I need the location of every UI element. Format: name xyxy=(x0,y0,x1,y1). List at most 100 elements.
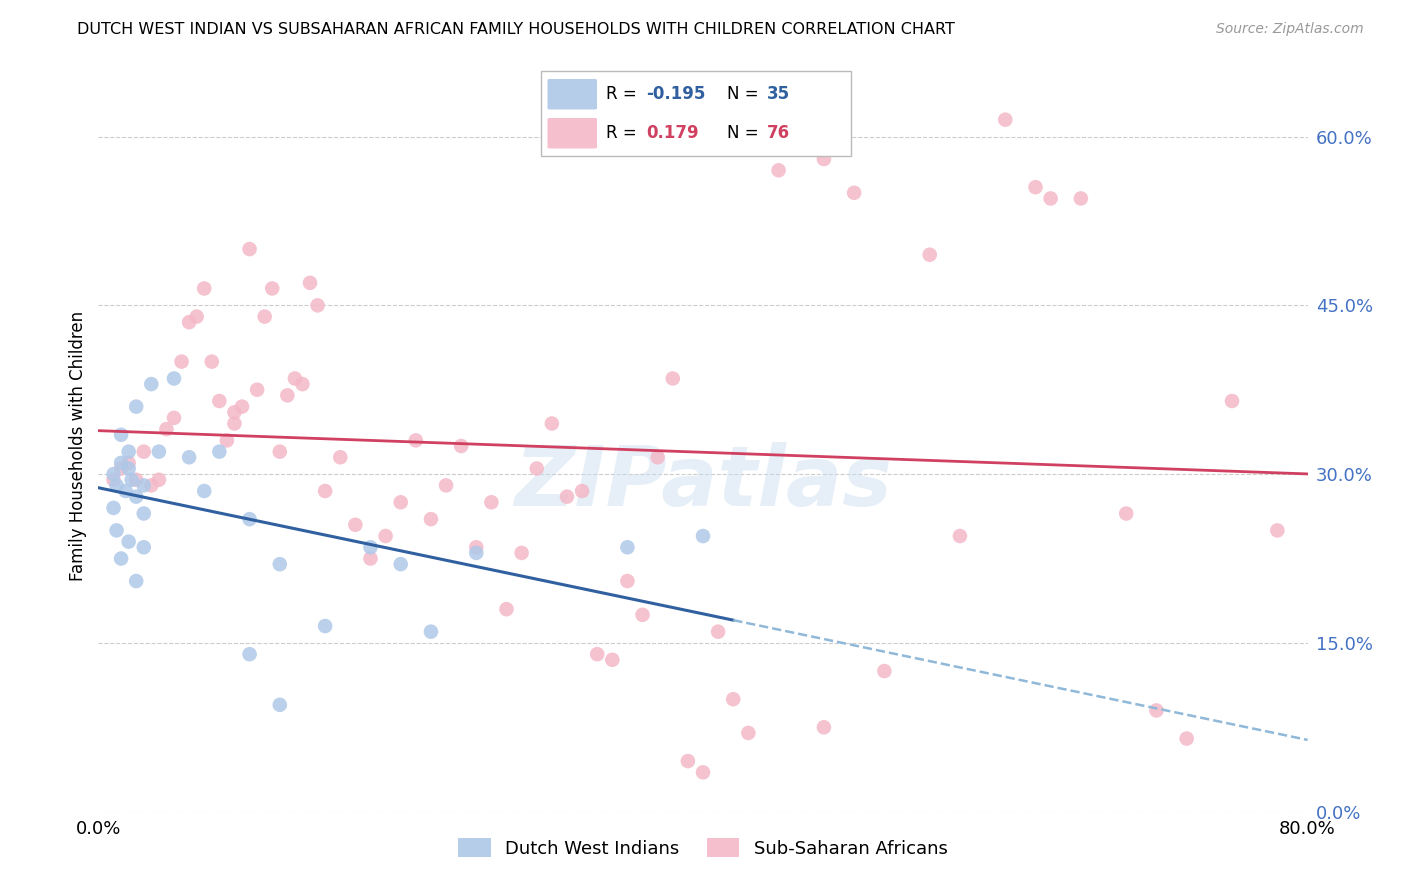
Point xyxy=(692,529,714,543)
Point xyxy=(208,394,231,409)
Point xyxy=(1220,394,1243,409)
Point xyxy=(420,512,443,526)
Text: DUTCH WEST INDIAN VS SUBSAHARAN AFRICAN FAMILY HOUSEHOLDS WITH CHILDREN CORRELAT: DUTCH WEST INDIAN VS SUBSAHARAN AFRICAN … xyxy=(77,22,955,37)
Point xyxy=(314,619,336,633)
Point xyxy=(307,298,329,312)
Point xyxy=(360,551,382,566)
Point xyxy=(540,417,562,431)
Point xyxy=(723,692,745,706)
Point xyxy=(602,653,624,667)
Point xyxy=(163,371,186,385)
Point xyxy=(555,490,578,504)
Point xyxy=(179,315,201,329)
Text: R =: R = xyxy=(606,86,643,103)
Point xyxy=(1115,507,1137,521)
Point xyxy=(450,439,472,453)
Point xyxy=(141,478,163,492)
Point xyxy=(276,388,298,402)
Point xyxy=(420,624,443,639)
Point xyxy=(118,444,141,458)
Point xyxy=(481,495,503,509)
Point xyxy=(813,720,835,734)
Point xyxy=(148,444,170,458)
FancyBboxPatch shape xyxy=(547,79,598,110)
Point xyxy=(526,461,548,475)
Text: 76: 76 xyxy=(768,124,790,142)
Point xyxy=(103,500,125,515)
Point xyxy=(269,698,291,712)
Point xyxy=(465,541,488,555)
Point xyxy=(1070,191,1092,205)
Point xyxy=(434,478,457,492)
Point xyxy=(208,444,231,458)
Point xyxy=(110,427,132,442)
Point xyxy=(692,765,714,780)
Point xyxy=(246,383,269,397)
Point xyxy=(752,107,775,121)
Point xyxy=(918,248,941,262)
Point xyxy=(132,507,155,521)
Point xyxy=(141,377,163,392)
Point xyxy=(647,450,669,465)
Point xyxy=(949,529,972,543)
Point xyxy=(103,467,125,482)
Point xyxy=(616,541,638,555)
Point xyxy=(105,524,128,538)
Point xyxy=(586,647,609,661)
Point xyxy=(269,557,291,571)
Point xyxy=(510,546,533,560)
Point xyxy=(389,557,412,571)
Point xyxy=(465,546,488,560)
Point xyxy=(1267,524,1289,538)
Point xyxy=(239,512,262,526)
Text: -0.195: -0.195 xyxy=(647,86,706,103)
Point xyxy=(707,624,730,639)
Point xyxy=(224,405,246,419)
Point xyxy=(163,410,186,425)
Point xyxy=(239,647,262,661)
Point xyxy=(114,483,136,498)
Point xyxy=(1175,731,1198,746)
Point xyxy=(132,444,155,458)
Point xyxy=(155,422,177,436)
Point xyxy=(269,444,291,458)
Point xyxy=(844,186,866,200)
Point xyxy=(360,541,382,555)
Point xyxy=(118,456,141,470)
Point xyxy=(103,473,125,487)
Point xyxy=(193,483,215,498)
Point xyxy=(1024,180,1046,194)
Point xyxy=(873,664,896,678)
Point xyxy=(405,434,427,448)
Point xyxy=(314,483,336,498)
Text: R =: R = xyxy=(606,124,648,142)
Text: 35: 35 xyxy=(768,86,790,103)
Text: N =: N = xyxy=(727,124,763,142)
Point xyxy=(631,607,654,622)
FancyBboxPatch shape xyxy=(541,71,851,156)
Point xyxy=(179,450,201,465)
Point xyxy=(125,400,148,414)
Point xyxy=(201,354,224,368)
Text: 0.179: 0.179 xyxy=(647,124,699,142)
Point xyxy=(224,417,246,431)
Point xyxy=(239,242,262,256)
Point xyxy=(253,310,276,324)
Point xyxy=(110,551,132,566)
Point xyxy=(676,754,699,768)
Point xyxy=(374,529,396,543)
Point xyxy=(231,400,253,414)
Text: ZIPatlas: ZIPatlas xyxy=(515,442,891,523)
Point xyxy=(121,473,143,487)
Point xyxy=(813,152,835,166)
Point xyxy=(737,726,759,740)
Point xyxy=(118,534,141,549)
Point xyxy=(389,495,412,509)
Point xyxy=(186,310,208,324)
Point xyxy=(1146,703,1168,717)
Point xyxy=(768,124,790,138)
Legend: Dutch West Indians, Sub-Saharan Africans: Dutch West Indians, Sub-Saharan Africans xyxy=(451,831,955,865)
Point xyxy=(571,483,593,498)
FancyBboxPatch shape xyxy=(547,118,598,148)
Point xyxy=(125,473,148,487)
